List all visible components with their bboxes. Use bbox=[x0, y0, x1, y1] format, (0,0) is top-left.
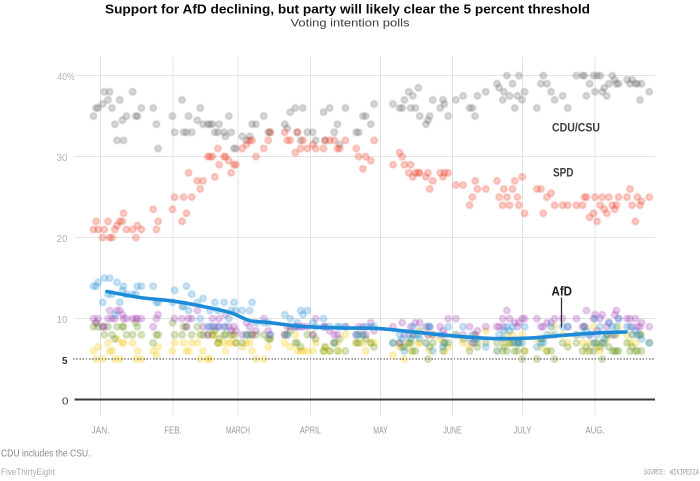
svg-text:SOURCE: WIKIPEDIA: SOURCE: WIKIPEDIA bbox=[644, 467, 700, 477]
svg-text:30: 30 bbox=[57, 152, 68, 164]
svg-text:AUG.: AUG. bbox=[586, 426, 605, 437]
svg-text:FEB.: FEB. bbox=[164, 426, 182, 437]
svg-text:JUNE: JUNE bbox=[443, 426, 462, 437]
svg-text:APRIL: APRIL bbox=[300, 426, 321, 437]
svg-text:FiveThirtyEight: FiveThirtyEight bbox=[1, 467, 55, 478]
svg-text:MAY: MAY bbox=[373, 426, 388, 437]
svg-text:JULY: JULY bbox=[514, 426, 532, 437]
svg-text:AfD: AfD bbox=[552, 285, 573, 299]
svg-text:5: 5 bbox=[62, 355, 68, 367]
svg-text:Support for AfD declining, but: Support for AfD declining, but party wil… bbox=[105, 2, 590, 17]
svg-text:0: 0 bbox=[62, 395, 69, 407]
svg-text:Voting intention polls: Voting intention polls bbox=[291, 18, 411, 30]
svg-text:CDU/CSU: CDU/CSU bbox=[552, 121, 600, 135]
svg-text:40%: 40% bbox=[58, 71, 75, 83]
svg-text:CDU includes the CSU.: CDU includes the CSU. bbox=[1, 449, 91, 460]
svg-text:10: 10 bbox=[57, 314, 68, 326]
svg-text:SPD: SPD bbox=[553, 166, 574, 180]
svg-text:20: 20 bbox=[57, 233, 68, 245]
svg-text:MARCH: MARCH bbox=[226, 426, 250, 437]
svg-text:JAN.: JAN. bbox=[92, 426, 110, 437]
